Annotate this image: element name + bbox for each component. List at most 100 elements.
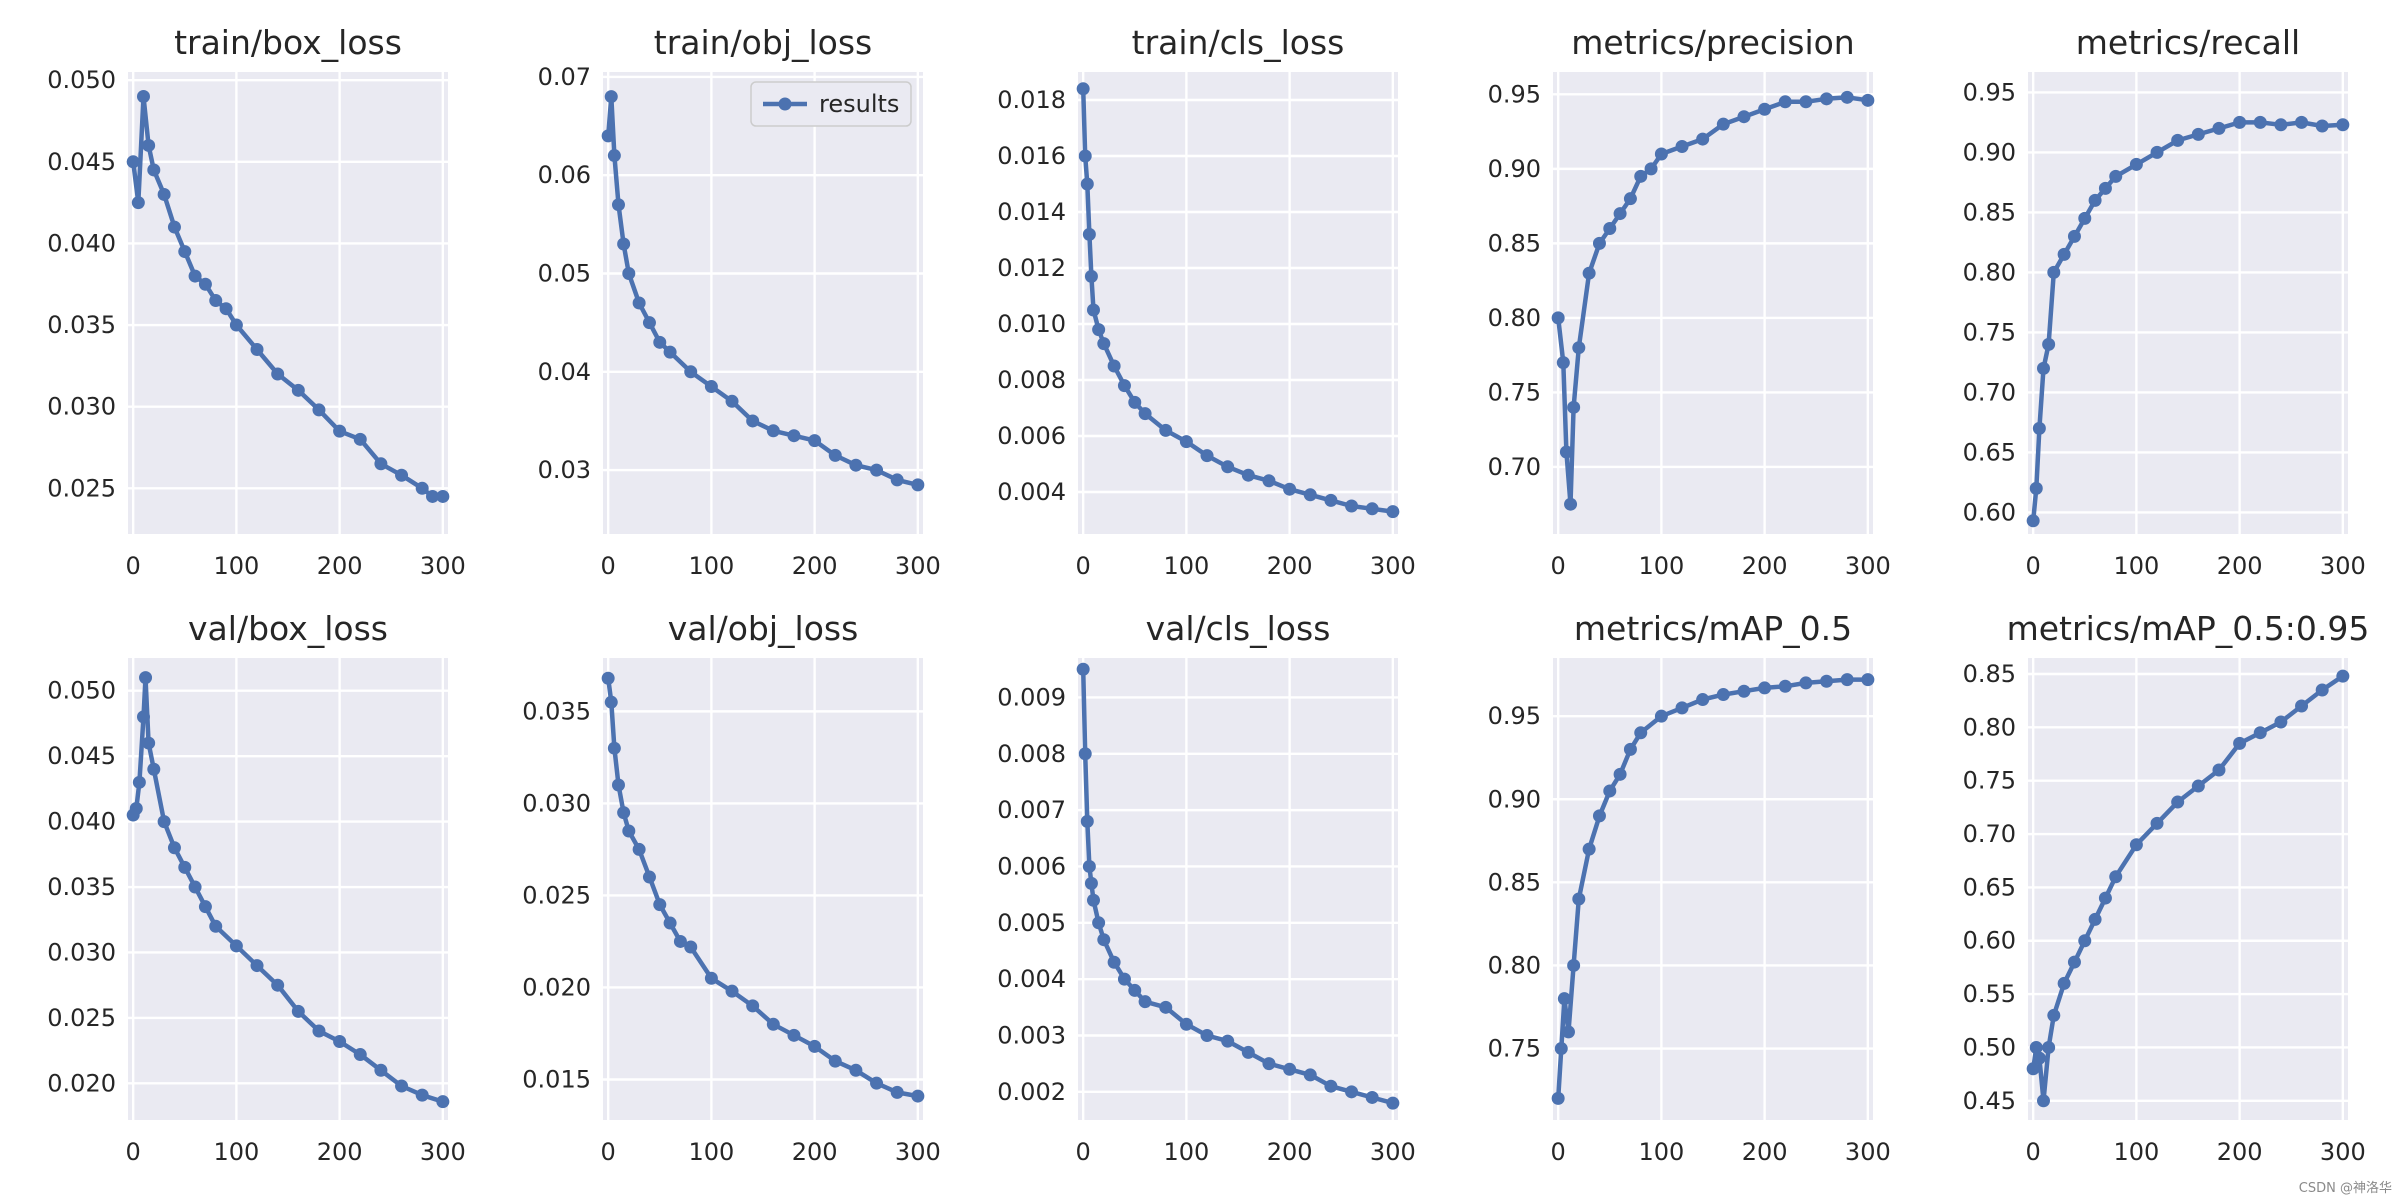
y-tick-label: 0.003	[997, 1021, 1066, 1049]
x-tick-label: 200	[792, 1138, 838, 1166]
data-point	[2191, 779, 2205, 793]
data-point	[632, 296, 646, 310]
x-tick-label: 100	[213, 552, 259, 580]
axes-background	[128, 72, 448, 534]
y-tick-label: 0.009	[997, 683, 1066, 711]
data-point	[198, 277, 212, 291]
data-point	[870, 463, 884, 477]
data-point	[1221, 1034, 1235, 1048]
x-tick-label: 300	[420, 552, 466, 580]
y-tick-label: 0.05	[538, 260, 591, 288]
y-tick-label: 0.85	[1488, 868, 1541, 896]
y-tick-label: 0.025	[47, 474, 116, 502]
data-point	[1179, 435, 1193, 449]
y-tick-label: 0.035	[522, 697, 591, 725]
x-tick-label: 300	[895, 552, 941, 580]
data-point	[607, 741, 621, 755]
data-point	[167, 220, 181, 234]
x-tick-label: 200	[1742, 552, 1788, 580]
data-point	[1716, 117, 1730, 131]
x-tick-label: 0	[1076, 552, 1091, 580]
subplot-5: metrics/recall 0 100 200 300 0.60 0.65 0.70 0.75…	[1963, 23, 2366, 580]
data-point	[890, 473, 904, 487]
y-tick-label: 0.030	[522, 789, 591, 817]
data-point	[1592, 809, 1606, 823]
x-tick-label: 100	[688, 552, 734, 580]
y-tick-label: 0.008	[997, 740, 1066, 768]
data-point	[1128, 395, 1142, 409]
data-point	[1241, 1045, 1255, 1059]
data-point	[291, 383, 305, 397]
y-tick-label: 0.040	[47, 229, 116, 257]
data-point	[1345, 1085, 1359, 1099]
data-point	[1551, 311, 1565, 325]
y-tick-label: 0.70	[1488, 453, 1541, 481]
data-point	[673, 934, 687, 948]
data-point	[139, 671, 153, 685]
x-tick-label: 300	[2320, 1138, 2366, 1166]
data-point	[1737, 110, 1751, 124]
data-point	[1080, 177, 1094, 191]
x-tick-label: 200	[1267, 1138, 1313, 1166]
data-point	[2295, 699, 2309, 713]
subplot-title: metrics/recall	[2076, 23, 2300, 62]
data-point	[142, 138, 156, 152]
data-point	[1092, 916, 1106, 930]
x-tick-label: 100	[213, 1138, 259, 1166]
data-point	[1092, 323, 1106, 337]
data-point	[271, 978, 285, 992]
x-tick-label: 300	[1370, 552, 1416, 580]
data-point	[2315, 683, 2329, 697]
data-point	[1221, 460, 1235, 474]
data-point	[2067, 229, 2081, 243]
data-point	[2026, 514, 2040, 528]
data-point	[1696, 693, 1710, 707]
data-point	[1820, 674, 1834, 688]
data-point	[1554, 1042, 1568, 1056]
data-point	[611, 198, 625, 212]
y-tick-label: 0.85	[1488, 229, 1541, 257]
data-point	[1654, 709, 1668, 723]
data-point	[2036, 361, 2050, 375]
data-point	[291, 1004, 305, 1018]
data-point	[2057, 247, 2071, 261]
data-point	[1283, 1062, 1297, 1076]
data-point	[131, 196, 145, 210]
data-point	[663, 345, 677, 359]
data-point	[828, 448, 842, 462]
x-tick-label: 300	[2320, 552, 2366, 580]
data-point	[1303, 488, 1317, 502]
y-tick-label: 0.60	[1963, 927, 2016, 955]
subplot-title: val/cls_loss	[1146, 609, 1331, 648]
y-tick-label: 0.045	[47, 742, 116, 770]
data-point	[178, 245, 192, 259]
data-point	[1567, 958, 1581, 972]
data-point	[415, 1088, 429, 1102]
y-tick-label: 0.90	[1488, 785, 1541, 813]
data-point	[2098, 181, 2112, 195]
data-point	[229, 318, 243, 332]
y-tick-label: 0.80	[1488, 951, 1541, 979]
data-point	[2026, 1062, 2040, 1076]
data-point	[1634, 726, 1648, 740]
data-point	[1082, 227, 1096, 241]
data-point	[2042, 337, 2056, 351]
data-point	[2233, 115, 2247, 129]
y-tick-label: 0.005	[997, 909, 1066, 937]
data-point	[2315, 119, 2329, 133]
data-point	[426, 489, 440, 503]
y-tick-label: 0.030	[47, 393, 116, 421]
y-tick-label: 0.015	[522, 1066, 591, 1094]
y-tick-label: 0.50	[1963, 1033, 2016, 1061]
data-point	[2098, 891, 2112, 905]
x-tick-label: 0	[2026, 552, 2041, 580]
data-point	[2191, 127, 2205, 141]
data-point	[2032, 421, 2046, 435]
axes-background	[1553, 72, 1873, 534]
y-tick-label: 0.45	[1963, 1087, 2016, 1115]
data-point	[1128, 983, 1142, 997]
x-tick-label: 200	[317, 552, 363, 580]
data-point	[1082, 859, 1096, 873]
x-tick-label: 200	[2217, 552, 2263, 580]
data-point	[1603, 784, 1617, 798]
